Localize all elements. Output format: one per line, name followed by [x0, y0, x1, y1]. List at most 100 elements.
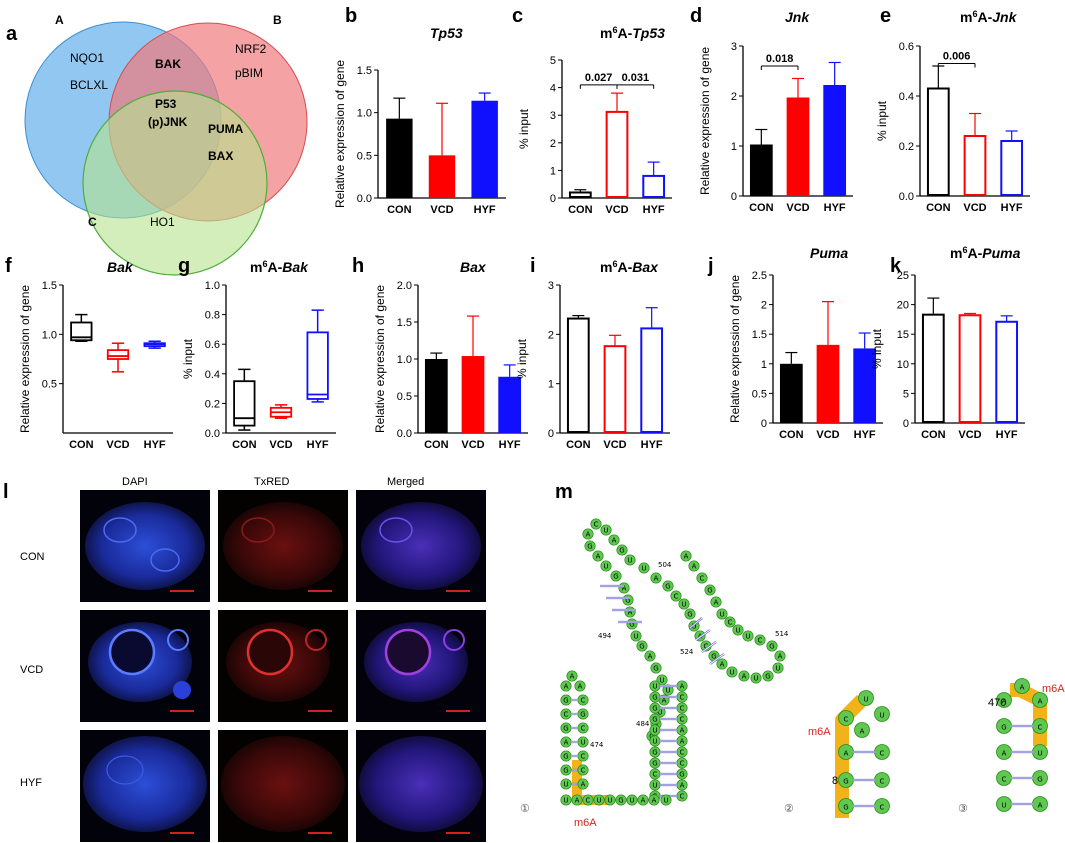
- nucleotide-letter: U: [735, 626, 740, 634]
- box: [306, 331, 329, 400]
- y-tick-label: 5: [903, 388, 909, 400]
- nucleotide: [638, 562, 650, 574]
- panel-label-a: a: [6, 23, 18, 45]
- col-label-txred: TxRED: [254, 476, 290, 488]
- box: [106, 349, 130, 360]
- m6a-label-2: m6A: [808, 726, 831, 738]
- nucleotide: [838, 710, 854, 726]
- venn-only-a-1: NQO1: [70, 51, 104, 65]
- nucleotide: [772, 662, 784, 674]
- y-tick-label: 0: [731, 191, 737, 203]
- y-tick-label: 2.5: [752, 270, 767, 282]
- nucleotide: [1014, 678, 1030, 694]
- chart-f-bak: Bak 0.5 1.0 1.5 Relative expression of gene C…: [18, 259, 173, 451]
- nucleotide-letter: G: [652, 704, 657, 712]
- nucleotide-letter: A: [692, 562, 697, 570]
- x-tick-label: HYF: [996, 429, 1018, 441]
- chart-h-bax: Bax 0.0 0.5 1.0 1.5 2.0 Relative expression of…: [373, 259, 528, 451]
- y-tick-label: 0.0: [205, 428, 220, 440]
- position-label-474: 474: [590, 741, 604, 749]
- bar: [926, 87, 950, 196]
- chart-i-m6a-bax: m6A-Bax 0 1 2 3 % input CON VCD HYF: [515, 259, 670, 451]
- position-label-504: 504: [658, 561, 672, 569]
- nucleotide: [560, 680, 572, 692]
- bar: [853, 348, 877, 423]
- y-tick-label: 15: [897, 329, 909, 341]
- m6a-label-1: m6A: [574, 817, 597, 829]
- nucleotide-letter: G: [629, 620, 634, 628]
- chart-title-superscript: 6: [612, 25, 617, 35]
- nucleotide-letter: C: [680, 748, 685, 756]
- col-label-merged: Merged: [387, 476, 424, 488]
- nucleotide-letter: U: [652, 682, 657, 690]
- nucleotide: [766, 640, 778, 652]
- base-pair-bond-inner: [709, 653, 725, 665]
- nucleotide: [1032, 692, 1048, 708]
- m6a-label-3: m6A: [1042, 683, 1065, 695]
- chart-title-gene: Bak: [282, 259, 309, 275]
- nucleotide-letter: G: [765, 672, 770, 680]
- y-tick-label: 3: [731, 41, 737, 53]
- y-tick-label: 0.5: [42, 379, 57, 391]
- nucleotide-letter: U: [580, 738, 585, 746]
- nucleotide: [630, 630, 642, 642]
- nucleotide: [650, 662, 662, 674]
- y-axis-label: Relative expression of gene: [373, 285, 387, 433]
- chart-title: Bak: [107, 259, 134, 275]
- nucleotide: [678, 598, 690, 610]
- y-tick-label: 1.0: [397, 354, 412, 366]
- nucleotide-letter: G: [652, 759, 657, 767]
- nucleotide: [582, 528, 594, 540]
- nucleotide-letter: C: [581, 766, 586, 774]
- y-tick-label: 1.0: [42, 329, 57, 341]
- chart-title-gene: Tp53: [632, 25, 665, 41]
- nucleotide-letter: C: [586, 796, 591, 804]
- venn-abc-1: P53: [155, 97, 177, 111]
- nucleotide-letter: A: [628, 608, 633, 616]
- y-tick-label: 0: [903, 418, 909, 430]
- y-tick-label: 1.5: [752, 329, 767, 341]
- panel-label-m: m: [555, 481, 573, 503]
- nucleotide-letter: G: [563, 724, 568, 732]
- nucleotide: [724, 616, 736, 628]
- venn-abc-2: (p)JNK: [148, 115, 188, 129]
- nucleotide: [716, 608, 728, 620]
- x-tick-label: HYF: [474, 204, 496, 216]
- nucleotide-letter: A: [1038, 802, 1043, 810]
- nucleotide-letter: U: [729, 668, 734, 676]
- nucleotide: [590, 518, 602, 530]
- nucleotide: [600, 560, 612, 572]
- nucleotide: [688, 560, 700, 572]
- y-tick-label: 2: [550, 138, 556, 150]
- panel-label-j: j: [707, 255, 714, 277]
- x-tick-label: HYF: [854, 429, 876, 441]
- chart-title-superscript: 6: [962, 245, 967, 255]
- nucleotide-letter: U: [629, 796, 634, 804]
- chart-title: Bax: [460, 259, 487, 275]
- bar: [605, 110, 629, 198]
- y-tick-label: 1: [550, 165, 556, 177]
- rna-structure-panel: m CAGAUGAGAGUGAGUUAUAGUAGUUAGCUGUACGAUAU…: [520, 481, 1065, 829]
- nucleotide: [716, 658, 728, 670]
- nucleotide-letter: U: [596, 796, 601, 804]
- nucleotide: [560, 778, 572, 790]
- bar: [461, 356, 485, 433]
- nucleotide-letter: U: [719, 610, 724, 618]
- nucleotide-letter: G: [679, 770, 684, 778]
- nucleotide: [584, 540, 596, 552]
- nucleotide: [610, 570, 622, 582]
- position-label-514: 514: [775, 630, 789, 638]
- y-axis-label: % input: [870, 328, 884, 369]
- structure-number-2: ②: [784, 803, 794, 815]
- nucleotide-letter: A: [641, 796, 646, 804]
- nucleotide-letter: A: [586, 530, 591, 538]
- micrograph-hyf-merged: [356, 730, 486, 842]
- y-tick-label: 10: [897, 359, 909, 371]
- nucleotide-letter: A: [652, 796, 657, 804]
- nucleotide: [637, 794, 649, 806]
- chart-title-prefix-m: m: [950, 245, 962, 261]
- micrograph-vcd-merged: [356, 610, 486, 722]
- y-tick-label: 0.0: [397, 428, 412, 440]
- bar: [424, 359, 448, 433]
